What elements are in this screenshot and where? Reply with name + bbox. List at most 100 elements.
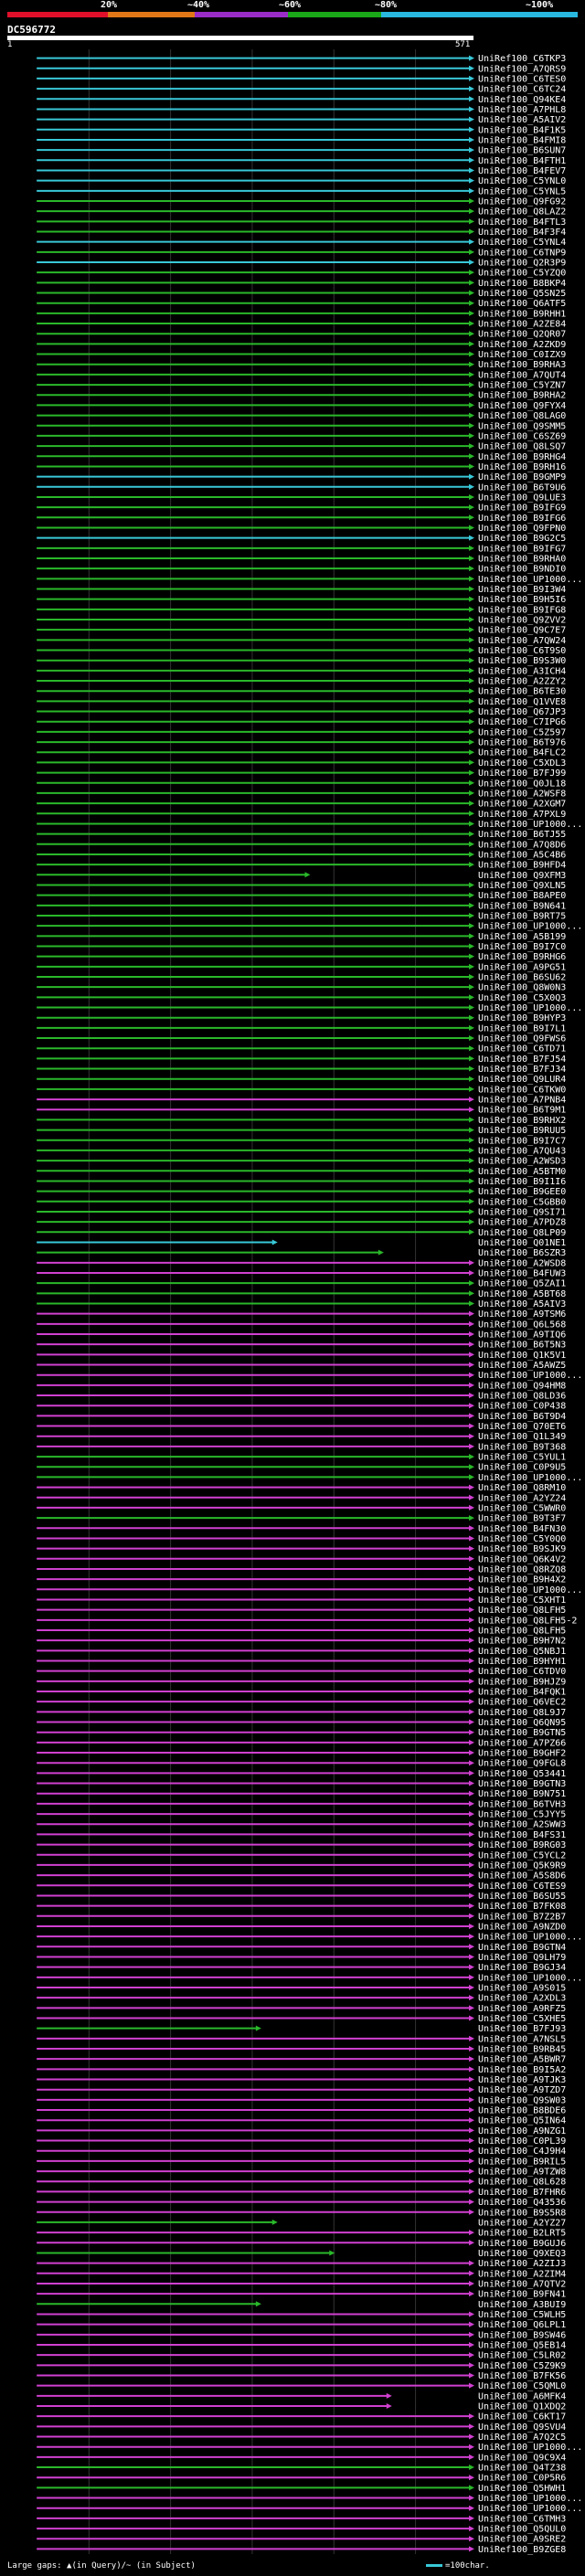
hit-row[interactable]: UniRef100_A5BT68 — [37, 1289, 566, 1299]
hit-row[interactable]: UniRef100_A7PNB4 — [37, 1096, 566, 1106]
hit-row[interactable]: UniRef100_B9I3W4 — [37, 585, 566, 595]
hit-row[interactable]: UniRef100_B6T976 — [37, 738, 566, 748]
hit-row[interactable]: UniRef100_Q9SVU4 — [37, 2422, 566, 2433]
hit-row[interactable]: UniRef100_C6TES9 — [37, 1882, 566, 1892]
hit-row[interactable]: UniRef100_B9HYP3 — [37, 1013, 566, 1023]
hit-row[interactable]: UniRef100_B4FTL3 — [37, 217, 566, 228]
hit-row[interactable]: UniRef100_C0P438 — [37, 1402, 566, 1412]
hit-row[interactable]: UniRef100_Q8RM10 — [37, 1483, 566, 1493]
hit-row[interactable]: UniRef100_B9I5A2 — [37, 2065, 566, 2075]
hit-row[interactable]: UniRef100_B7Z2B7 — [37, 1912, 566, 1922]
hit-row[interactable]: UniRef100_A6MFK4 — [37, 2391, 566, 2401]
hit-row[interactable]: UniRef100_B9RHG6 — [37, 952, 566, 962]
hit-row[interactable]: UniRef100_Q6K4V2 — [37, 1554, 566, 1564]
hit-row[interactable]: UniRef100_B6SU62 — [37, 973, 566, 983]
hit-row[interactable]: UniRef100_A9S015 — [37, 1983, 566, 1993]
hit-row[interactable]: UniRef100_Q01NE1 — [37, 1238, 566, 1248]
hit-row[interactable]: UniRef100_B9SJK9 — [37, 1544, 566, 1554]
hit-row[interactable]: UniRef100_B2LRT5 — [37, 2229, 566, 2239]
hit-row[interactable]: UniRef100_UP1000... — [37, 1933, 582, 1943]
hit-row[interactable]: UniRef100_B9RIL5 — [37, 2157, 566, 2167]
hit-row[interactable]: UniRef100_Q9FPN0 — [37, 524, 566, 534]
hit-row[interactable]: UniRef100_Q1K5V1 — [37, 1351, 566, 1361]
hit-row[interactable]: UniRef100_C0IZX9 — [37, 350, 566, 360]
hit-row[interactable]: UniRef100_B9IFG9 — [37, 504, 566, 514]
hit-row[interactable]: UniRef100_C5XDL3 — [37, 758, 566, 769]
hit-row[interactable]: UniRef100_C5Z597 — [37, 727, 566, 737]
hit-row[interactable]: UniRef100_C6TC24 — [37, 85, 566, 95]
hit-row[interactable]: UniRef100_B7FJ93 — [37, 2024, 566, 2034]
hit-row[interactable]: UniRef100_Q9C7E7 — [37, 626, 566, 636]
hit-row[interactable]: UniRef100_C5JYY5 — [37, 1810, 566, 1820]
hit-row[interactable]: UniRef100_A2ZE84 — [37, 320, 566, 330]
hit-row[interactable]: UniRef100_B6SZR3 — [37, 1248, 566, 1258]
hit-row[interactable]: UniRef100_Q67JP3 — [37, 707, 566, 717]
hit-row[interactable]: UniRef100_C5QML0 — [37, 2381, 566, 2391]
hit-row[interactable]: UniRef100_UP1000... — [37, 820, 582, 830]
hit-row[interactable]: UniRef100_Q9XEQ3 — [37, 2249, 566, 2259]
hit-row[interactable]: UniRef100_B6SU55 — [37, 1892, 566, 1902]
hit-row[interactable]: UniRef100_Q9FYX4 — [37, 401, 566, 411]
hit-row[interactable]: UniRef100_A2ZZY2 — [37, 677, 566, 687]
hit-row[interactable]: UniRef100_C5XHE5 — [37, 2014, 566, 2024]
hit-row[interactable]: UniRef100_A5AWZ5 — [37, 1361, 566, 1371]
hit-row[interactable]: UniRef100_B9GTN3 — [37, 1779, 566, 1789]
hit-row[interactable]: UniRef100_A3ICH4 — [37, 666, 566, 676]
hit-row[interactable]: UniRef100_Q94KE4 — [37, 95, 566, 105]
hit-row[interactable]: UniRef100_C5Y0Q0 — [37, 1534, 566, 1544]
hit-row[interactable]: UniRef100_A7Q2C5 — [37, 2433, 566, 2443]
hit-row[interactable]: UniRef100_B9RB45 — [37, 2045, 566, 2055]
hit-row[interactable]: UniRef100_C5XHT1 — [37, 1595, 566, 1606]
hit-row[interactable]: UniRef100_A2SWW3 — [37, 1820, 566, 1830]
hit-row[interactable]: UniRef100_B7FJ34 — [37, 1065, 566, 1075]
hit-row[interactable]: UniRef100_C6TDV0 — [37, 1667, 566, 1677]
hit-row[interactable]: UniRef100_C5LR02 — [37, 2351, 566, 2361]
hit-row[interactable]: UniRef100_A2WSF8 — [37, 789, 566, 799]
hit-row[interactable]: UniRef100_B9IFG8 — [37, 605, 566, 615]
hit-row[interactable]: UniRef100_Q9FWS6 — [37, 1034, 566, 1044]
hit-row[interactable]: UniRef100_Q9SW03 — [37, 2095, 566, 2105]
hit-row[interactable]: UniRef100_B6T9D4 — [37, 1412, 566, 1422]
hit-row[interactable]: UniRef100_A7QUT4 — [37, 370, 566, 380]
hit-row[interactable]: UniRef100_Q1L349 — [37, 1432, 566, 1442]
hit-row[interactable]: UniRef100_Q1VVE8 — [37, 697, 566, 707]
hit-row[interactable]: UniRef100_B9RH16 — [37, 462, 566, 472]
hit-row[interactable]: UniRef100_Q5QUL0 — [37, 2525, 566, 2535]
hit-row[interactable]: UniRef100_B8BDE6 — [37, 2106, 566, 2116]
hit-row[interactable]: UniRef100_Q94HM8 — [37, 1381, 566, 1391]
hit-row[interactable]: UniRef100_Q4TZ38 — [37, 2464, 566, 2474]
hit-row[interactable]: UniRef100_Q8RZQ8 — [37, 1564, 566, 1574]
hit-row[interactable]: UniRef100_C5YNL4 — [37, 238, 566, 248]
hit-row[interactable]: UniRef100_Q8LAG0 — [37, 411, 566, 421]
hit-row[interactable]: UniRef100_Q1XDQ2 — [37, 2402, 566, 2412]
hit-row[interactable]: UniRef100_Q5HWH1 — [37, 2484, 566, 2494]
hit-row[interactable]: UniRef100_C5WWR0 — [37, 1503, 566, 1513]
hit-row[interactable]: UniRef100_Q8LD36 — [37, 1392, 566, 1402]
hit-row[interactable]: UniRef100_A2ZIJ3 — [37, 2259, 566, 2269]
hit-row[interactable]: UniRef100_B6T9U6 — [37, 482, 566, 493]
hit-row[interactable]: UniRef100_Q70ET6 — [37, 1422, 566, 1432]
hit-row[interactable]: UniRef100_Q9LUR4 — [37, 1075, 566, 1085]
hit-row[interactable]: UniRef100_C6TD71 — [37, 1044, 566, 1055]
hit-row[interactable]: UniRef100_B9GEE0 — [37, 1187, 566, 1197]
hit-row[interactable]: UniRef100_C5Z9K9 — [37, 2361, 566, 2371]
hit-row[interactable]: UniRef100_B9RHG4 — [37, 452, 566, 462]
hit-row[interactable]: UniRef100_B9H4X2 — [37, 1575, 566, 1585]
hit-row[interactable]: UniRef100_B7FK08 — [37, 1902, 566, 1912]
hit-row[interactable]: UniRef100_Q8LAZ2 — [37, 207, 566, 217]
hit-row[interactable]: UniRef100_B4FTH1 — [37, 156, 566, 166]
hit-row[interactable]: UniRef100_A5BWR7 — [37, 2055, 566, 2065]
hit-row[interactable]: UniRef100_A7PZ66 — [37, 1738, 566, 1748]
hit-row[interactable]: UniRef100_B9IFG6 — [37, 514, 566, 524]
hit-row[interactable]: UniRef100_A9TZD7 — [37, 2085, 566, 2095]
hit-row[interactable]: UniRef100_C5YNL5 — [37, 186, 566, 196]
hit-row[interactable]: UniRef100_Q8LFH5 — [37, 1606, 566, 1616]
hit-row[interactable]: UniRef100_A9SRE2 — [37, 2535, 566, 2545]
hit-row[interactable]: UniRef100_UP1000... — [37, 2504, 582, 2514]
hit-row[interactable]: UniRef100_C0PL39 — [37, 2136, 566, 2147]
hit-row[interactable]: UniRef100_C6T9S0 — [37, 646, 566, 656]
hit-row[interactable]: UniRef100_B9RHA3 — [37, 360, 566, 370]
hit-row[interactable]: UniRef100_B9I7C0 — [37, 942, 566, 952]
hit-row[interactable]: UniRef100_Q8L9J7 — [37, 1708, 566, 1718]
hit-row[interactable]: UniRef100_Q5EB14 — [37, 2340, 566, 2350]
